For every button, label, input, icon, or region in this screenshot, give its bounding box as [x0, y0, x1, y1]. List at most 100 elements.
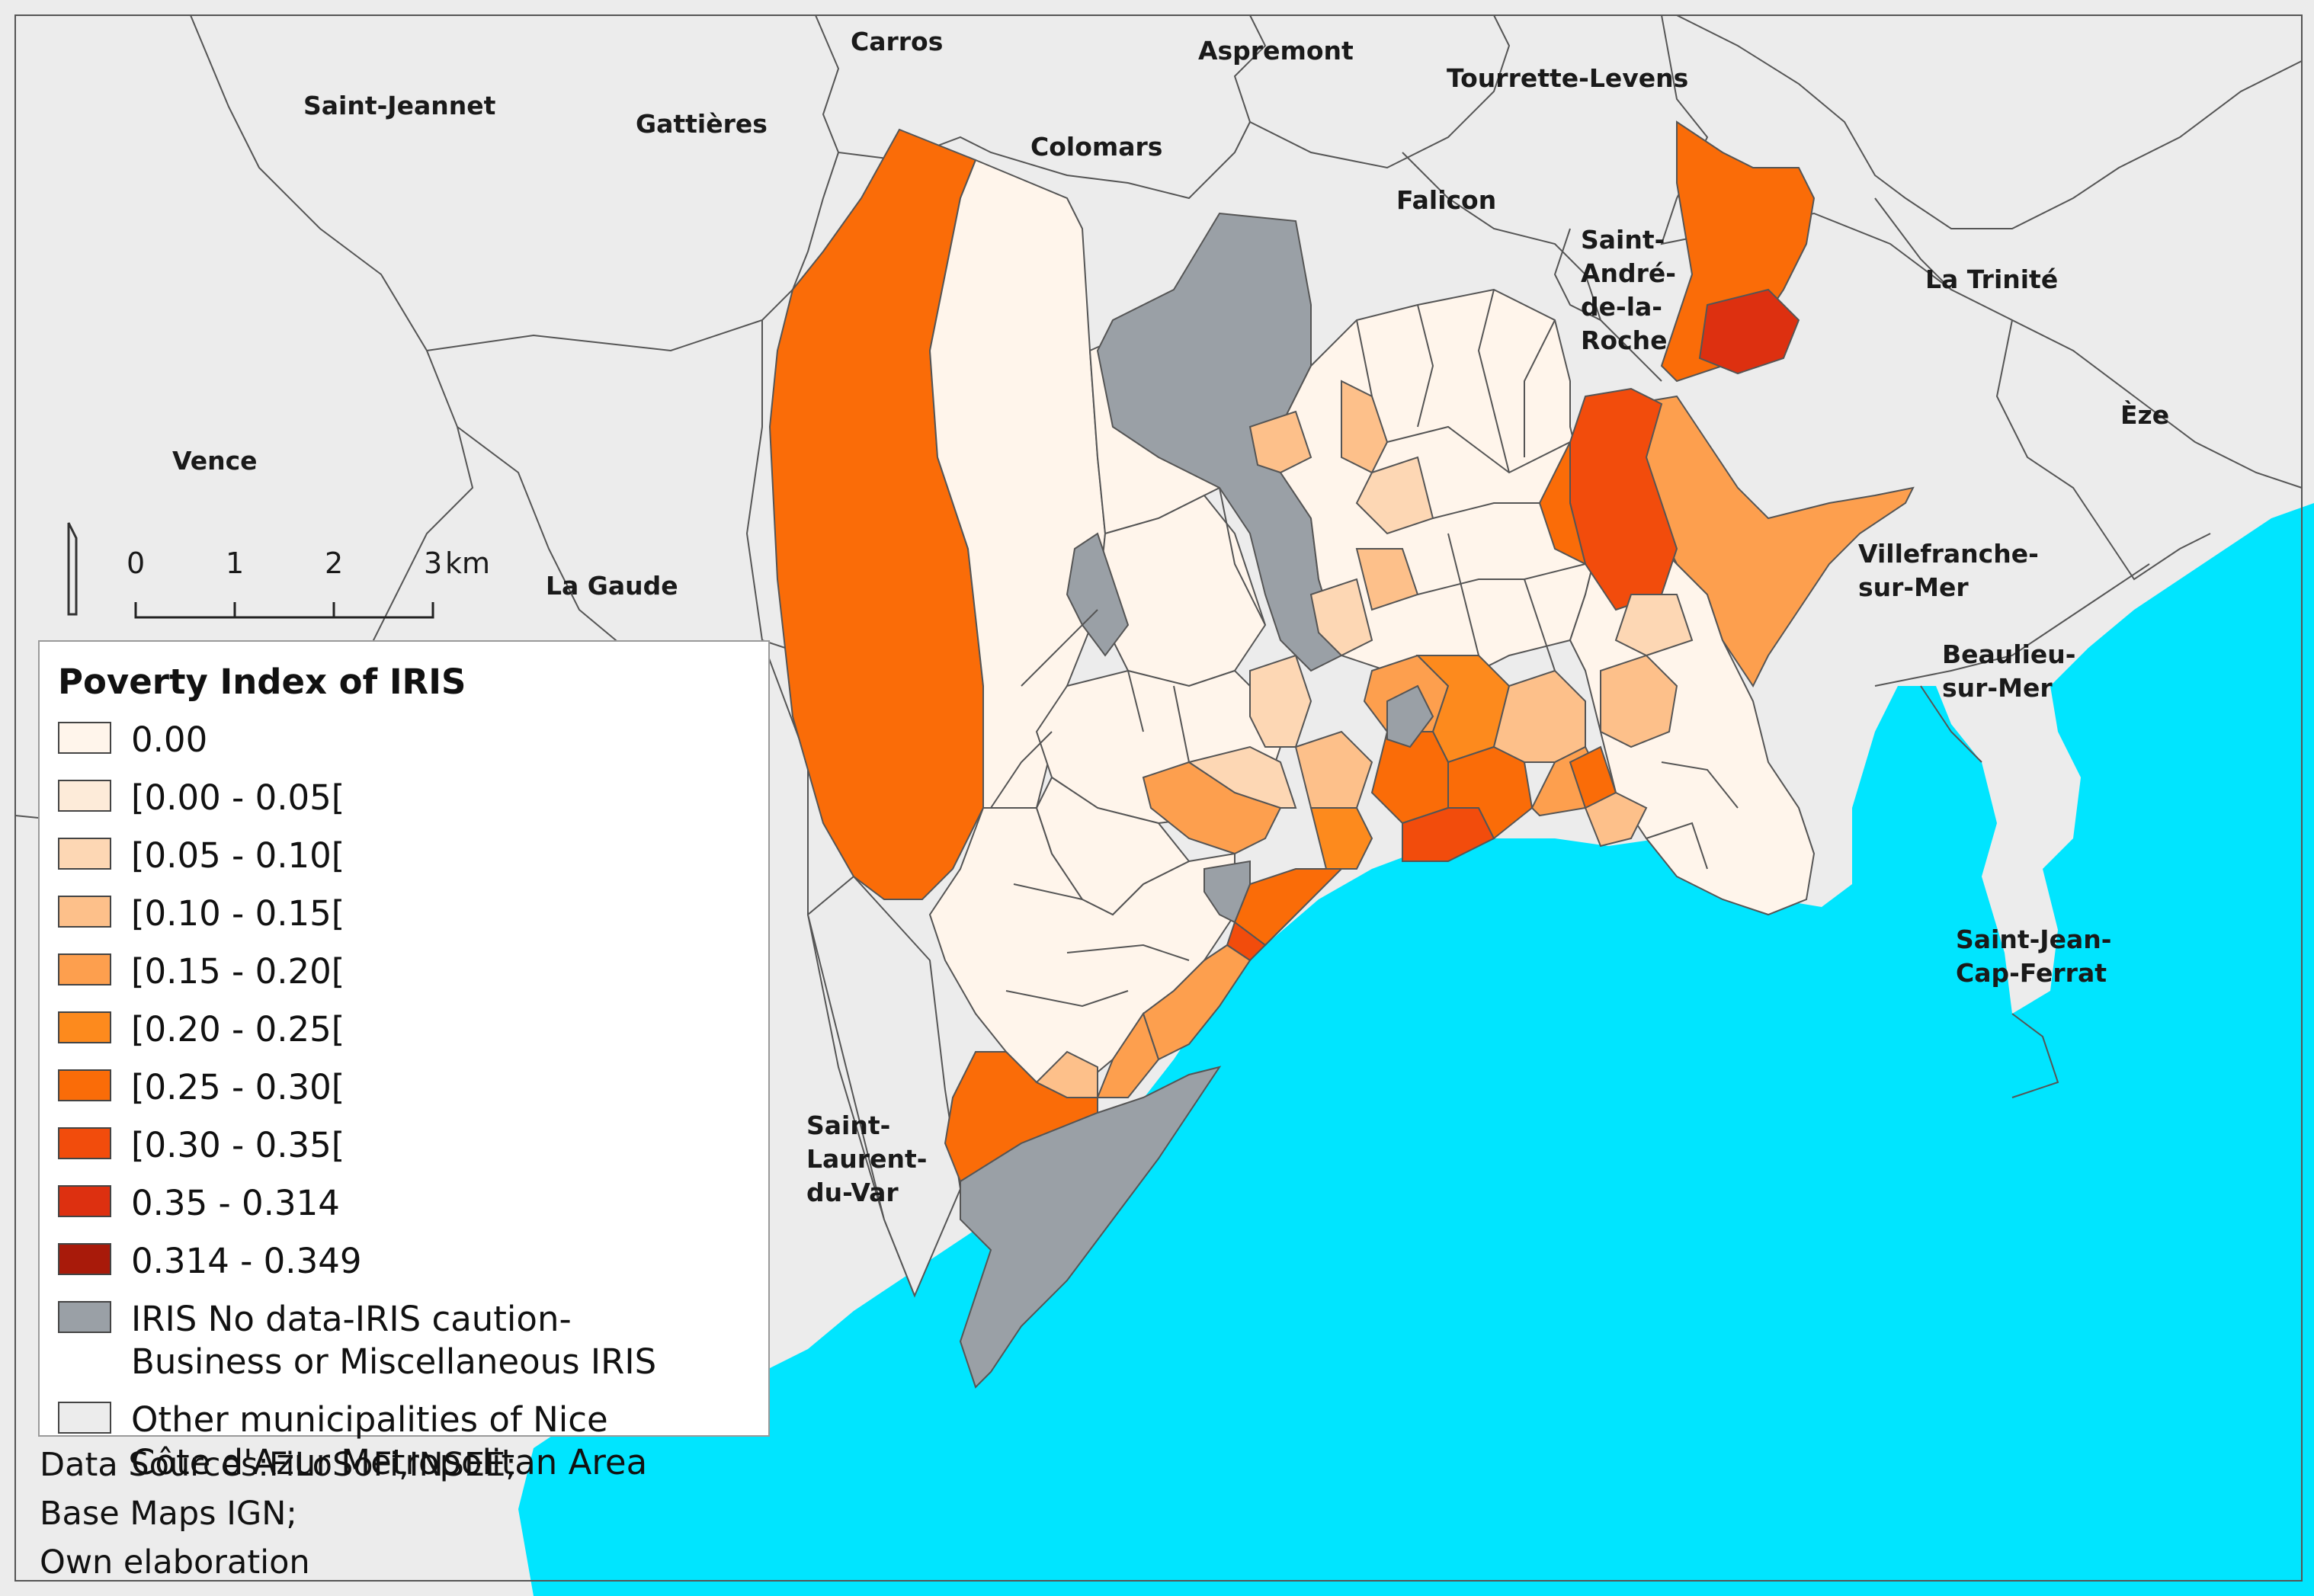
legend-item: 0.00 — [58, 719, 768, 761]
svg-text:Saint-: Saint- — [806, 1110, 890, 1140]
place-label-vence: Vence — [172, 446, 258, 476]
legend-swatch — [58, 1301, 111, 1333]
iris-zone — [1698, 288, 1800, 375]
legend-swatch — [58, 722, 111, 754]
legend-item: Other municipalities of Nice Côte d'Azur… — [58, 1399, 768, 1484]
legend-label: [0.05 - 0.10[ — [131, 835, 345, 876]
svg-text:Villefranche-: Villefranche- — [1858, 539, 2039, 569]
legend-title: Poverty Index of IRIS — [58, 662, 466, 702]
svg-text:Saint-Jean-: Saint-Jean- — [1956, 925, 2111, 954]
svg-text:Roche: Roche — [1581, 325, 1668, 355]
legend-swatch — [58, 1127, 111, 1159]
svg-text:Cap-Ferrat: Cap-Ferrat — [1956, 958, 2107, 988]
legend-item: [0.00 - 0.05[ — [58, 777, 768, 819]
place-label-la-trinite: La Trinité — [1925, 264, 2058, 294]
scale-unit: km — [445, 546, 490, 580]
iris-zone — [1614, 594, 1694, 657]
legend-swatch — [58, 953, 111, 985]
legend-swatch — [58, 1402, 111, 1434]
place-label-colomars: Colomars — [1030, 132, 1162, 162]
svg-text:sur-Mer: sur-Mer — [1858, 572, 1969, 602]
place-label-aspremont: Aspremont — [1198, 36, 1354, 66]
iris-zone — [1309, 578, 1373, 657]
legend-label: [0.15 - 0.20[ — [131, 951, 345, 992]
place-label-la-gaude: La Gaude — [546, 571, 678, 601]
scale-bar: 0 1 2 3 km — [127, 546, 490, 619]
place-label-eze: Èze — [2120, 399, 2169, 430]
legend-item: [0.25 - 0.30[ — [58, 1066, 768, 1109]
sources-line: Own elaboration — [40, 1543, 310, 1582]
legend-swatch — [58, 1069, 111, 1101]
legend-label: IRIS No data-IRIS caution- Business or M… — [131, 1299, 657, 1382]
scale-tick-1: 1 — [226, 546, 244, 580]
legend-item: [0.10 - 0.15[ — [58, 893, 768, 935]
svg-text:Laurent-: Laurent- — [806, 1144, 927, 1174]
legend-label: 0.00 — [131, 719, 208, 760]
legend-swatch — [58, 1185, 111, 1217]
place-label-saint-jean-cap-ferrat: Saint-Jean- Cap-Ferrat — [1956, 925, 2111, 988]
legend-swatch — [58, 1011, 111, 1043]
iris-zone — [1355, 456, 1434, 535]
iris-zone-no-data — [1386, 684, 1434, 748]
sources-line: Base Maps IGN; — [40, 1495, 297, 1533]
place-label-saint-laurent-du-var: Saint- Laurent- du-Var — [806, 1110, 927, 1207]
place-label-tourrette-levens: Tourrette-Levens — [1447, 63, 1688, 93]
place-label-beaulieu: Beaulieu- sur-Mer — [1942, 639, 2076, 703]
iris-zone-no-data — [1203, 860, 1251, 924]
iris-zone-no-data — [959, 1066, 1222, 1389]
place-label-saint-jeannet: Saint-Jeannet — [303, 91, 496, 120]
legend-label: 0.35 - 0.314 — [131, 1183, 340, 1223]
legend-swatch — [58, 780, 111, 812]
svg-text:André-: André- — [1581, 258, 1676, 288]
scale-tick-3: 3 — [424, 546, 442, 580]
legend-item: IRIS No data-IRIS caution- Business or M… — [58, 1298, 768, 1383]
legend-swatch — [58, 838, 111, 870]
nice-iris-zones — [768, 120, 1915, 1389]
legend-item: 0.35 - 0.314 — [58, 1182, 768, 1225]
iris-zone — [1035, 1050, 1098, 1098]
svg-text:sur-Mer: sur-Mer — [1942, 673, 2053, 703]
legend-label: [0.20 - 0.25[ — [131, 1009, 345, 1050]
iris-zone — [1294, 730, 1373, 809]
iris-zone — [1035, 776, 1191, 916]
north-arrow-icon — [67, 522, 78, 616]
legend-label: [0.25 - 0.30[ — [131, 1067, 345, 1107]
scale-tick-0: 0 — [127, 546, 145, 580]
legend-items: 0.00 [0.00 - 0.05[ [0.05 - 0.10[ [0.10 - 0.… — [58, 719, 768, 1484]
iris-zone — [1584, 791, 1648, 848]
iris-zone — [1630, 395, 1915, 687]
iris-zone — [1187, 745, 1297, 809]
data-sources: Data Sources:FiLoSoFi,INSEE; Base Maps I… — [40, 1441, 517, 1587]
place-label-falicon: Falicon — [1396, 185, 1496, 215]
legend-label: [0.00 - 0.05[ — [131, 777, 345, 818]
svg-text:de-la-: de-la- — [1581, 292, 1662, 322]
iris-zone — [1142, 944, 1252, 1061]
iris-internal-boundaries — [990, 289, 1739, 1008]
legend-label: [0.30 - 0.35[ — [131, 1125, 345, 1165]
legend-item: [0.30 - 0.35[ — [58, 1124, 768, 1167]
iris-zone — [1309, 807, 1373, 870]
place-label-carros: Carros — [851, 27, 943, 56]
svg-text:du-Var: du-Var — [806, 1178, 899, 1207]
iris-zone — [1341, 380, 1389, 474]
legend-label: [0.10 - 0.15[ — [131, 893, 345, 934]
legend-item: 0.314 - 0.349 — [58, 1240, 768, 1283]
legend-item: [0.20 - 0.25[ — [58, 1008, 768, 1051]
iris-zone — [1248, 410, 1312, 474]
legend-item: [0.05 - 0.10[ — [58, 835, 768, 877]
svg-text:Saint-: Saint- — [1581, 225, 1665, 255]
legend-label: 0.314 - 0.349 — [131, 1241, 362, 1281]
iris-zone — [1096, 1011, 1160, 1098]
legend-label: Other municipalities of Nice Côte d'Azur… — [131, 1399, 648, 1482]
legend-swatch — [58, 896, 111, 928]
place-label-saint-andre: Saint- André- de-la- Roche — [1581, 225, 1676, 355]
iris-zone — [1538, 441, 1587, 566]
legend-item: [0.15 - 0.20[ — [58, 950, 768, 993]
legend-swatch — [58, 1243, 111, 1275]
svg-text:Beaulieu-: Beaulieu- — [1942, 639, 2076, 669]
place-label-villefranche: Villefranche- sur-Mer — [1858, 539, 2039, 602]
sources-line: Data Sources:FiLoSoFi,INSEE; — [40, 1446, 517, 1484]
place-label-gattieres: Gattières — [636, 109, 768, 139]
scale-tick-2: 2 — [325, 546, 343, 580]
municipality-boundaries — [14, 14, 2303, 1582]
